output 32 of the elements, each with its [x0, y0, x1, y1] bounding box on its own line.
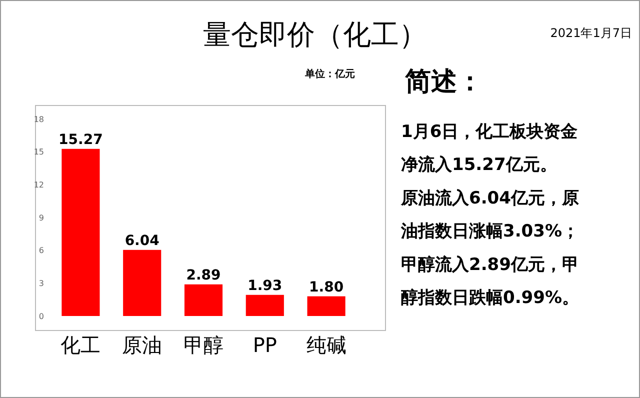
- text: 简述：: [404, 67, 483, 97]
- text: 醇指数日跌幅0.99%。: [401, 288, 579, 308]
- text: 2021年1月7日: [550, 26, 632, 40]
- text: 甲醇流入2.89亿元，甲: [401, 254, 579, 275]
- x-tick-label: 甲醇: [184, 333, 224, 357]
- text: 1月6日，化工板块资金: [401, 122, 578, 142]
- chart-title: 量仓即价（化工）: [203, 18, 427, 51]
- text: 油指数日涨幅3.03%；: [400, 222, 579, 242]
- y-tick-label: 6: [38, 246, 44, 256]
- y-tick-label: 18: [34, 114, 44, 124]
- y-tick-label: 12: [34, 180, 44, 190]
- text: 原油流入6.04亿元，原: [400, 188, 579, 208]
- text: 单位：亿元: [304, 68, 355, 80]
- y-tick-label: 15: [34, 148, 44, 157]
- bar: [62, 148, 100, 316]
- x-tick-label: PP: [252, 333, 277, 357]
- x-tick-label: 纯碱: [306, 333, 346, 357]
- data-label: 1.80: [309, 279, 344, 296]
- y-tick-label: 0: [38, 312, 44, 321]
- x-tick-label: 化工: [60, 333, 101, 357]
- bar: [184, 284, 223, 316]
- data-label: 15.27: [58, 132, 103, 148]
- x-tick-label: 原油: [122, 333, 162, 357]
- data-label: 1.93: [248, 278, 282, 294]
- bar: [123, 250, 162, 316]
- data-label: 6.04: [124, 232, 160, 249]
- y-tick-label: 3: [38, 278, 44, 288]
- y-tick-label: 9: [38, 213, 44, 222]
- bar: [307, 296, 346, 316]
- data-label: 2.89: [186, 267, 221, 284]
- bar: [246, 294, 284, 316]
- text: 净流入15.27亿元。: [401, 155, 557, 176]
